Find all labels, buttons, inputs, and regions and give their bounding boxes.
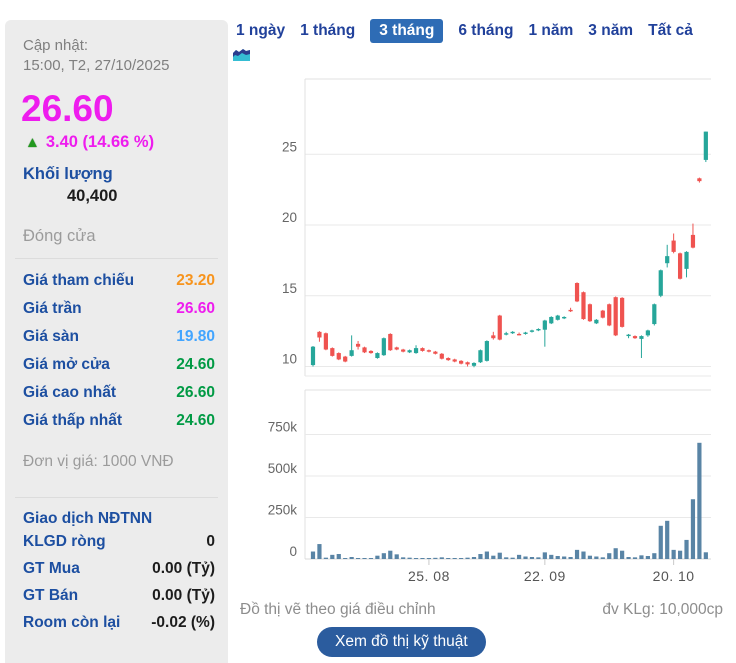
svg-text:750k: 750k bbox=[268, 420, 298, 435]
row-value: 0 bbox=[206, 532, 215, 550]
row-label: Giá trần bbox=[23, 300, 82, 317]
table-row: GT Bán 0.00 (Tỷ) bbox=[5, 582, 228, 609]
row-value: 24.60 bbox=[176, 412, 215, 429]
svg-text:25: 25 bbox=[282, 139, 297, 154]
price-info-table: Giá tham chiếu 23.20 Giá trần 26.60 Giá … bbox=[5, 267, 228, 435]
table-row: Giá mở cửa 24.60 bbox=[5, 351, 228, 379]
row-value: 0.00 (Tỷ) bbox=[152, 559, 215, 577]
table-row: GT Mua 0.00 (Tỷ) bbox=[5, 555, 228, 582]
row-value: 26.60 bbox=[176, 384, 215, 401]
row-value: 24.60 bbox=[176, 356, 215, 373]
foreign-trading-title: Giao dịch NĐTNN bbox=[23, 510, 153, 527]
svg-text:0: 0 bbox=[289, 544, 297, 559]
adjusted-price-note: Đồ thị vẽ theo giá điều chỉnh bbox=[240, 601, 436, 618]
table-row: Giá sàn 19.80 bbox=[5, 323, 228, 351]
row-label: KLGD ròng bbox=[23, 532, 106, 550]
row-label: Giá sàn bbox=[23, 328, 79, 345]
last-price: 26.60 bbox=[21, 88, 114, 129]
row-label: Giá tham chiếu bbox=[23, 272, 135, 289]
session-status: Đóng cửa bbox=[23, 227, 96, 245]
row-value: 26.60 bbox=[176, 300, 215, 317]
price-change: 3.40 (14.66 %) bbox=[45, 133, 155, 151]
divider bbox=[15, 258, 218, 259]
svg-text:22. 09: 22. 09 bbox=[524, 568, 566, 584]
tab-1-nam[interactable]: 1 năm bbox=[528, 21, 574, 39]
svg-text:20. 10: 20. 10 bbox=[653, 568, 695, 584]
svg-text:500k: 500k bbox=[268, 461, 298, 476]
svg-text:10: 10 bbox=[282, 352, 297, 367]
range-tabs: 1 ngày 1 tháng 3 tháng 6 tháng 1 năm 3 n… bbox=[236, 17, 693, 44]
volume-label: Khối lượng bbox=[23, 165, 113, 183]
volume-unit-note: đv KLg: 10,000cp bbox=[602, 601, 723, 618]
table-row: Giá cao nhất 26.60 bbox=[5, 379, 228, 407]
svg-text:15: 15 bbox=[282, 281, 297, 296]
divider bbox=[15, 497, 218, 498]
update-label: Cập nhật: bbox=[23, 37, 89, 54]
svg-text:20: 20 bbox=[282, 210, 297, 225]
row-label: GT Bán bbox=[23, 586, 79, 604]
table-row: KLGD ròng 0 bbox=[5, 528, 228, 555]
volume-value: 40,400 bbox=[67, 187, 118, 205]
row-value: 19.80 bbox=[176, 328, 215, 345]
tab-1-thang[interactable]: 1 tháng bbox=[300, 21, 356, 39]
row-label: Giá thấp nhất bbox=[23, 412, 123, 429]
quote-sidebar: Cập nhật: 15:00, T2, 27/10/2025 26.60 ▲ … bbox=[5, 20, 228, 663]
row-value: 23.20 bbox=[176, 272, 215, 289]
row-value: 0.00 (Tỷ) bbox=[152, 586, 215, 604]
foreign-trading-table: KLGD ròng 0 GT Mua 0.00 (Tỷ) GT Bán 0.00… bbox=[5, 528, 228, 636]
tab-6-thang[interactable]: 6 tháng bbox=[458, 21, 514, 39]
technical-chart-button[interactable]: Xem đồ thị kỹ thuật bbox=[317, 627, 486, 657]
row-label: Room còn lại bbox=[23, 613, 121, 631]
tab-1-ngay[interactable]: 1 ngày bbox=[236, 21, 286, 39]
table-row: Room còn lại -0.02 (%) bbox=[5, 609, 228, 636]
tab-tat-ca[interactable]: Tất cả bbox=[648, 21, 693, 39]
row-label: Giá cao nhất bbox=[23, 384, 117, 401]
row-label: Giá mở cửa bbox=[23, 356, 110, 373]
svg-text:250k: 250k bbox=[268, 503, 298, 518]
row-label: GT Mua bbox=[23, 559, 80, 577]
table-row: Giá trần 26.60 bbox=[5, 295, 228, 323]
area-chart-icon[interactable] bbox=[233, 46, 250, 61]
tab-3-nam[interactable]: 3 năm bbox=[588, 21, 634, 39]
price-volume-chart[interactable]: 10 15 20 25 0 250k 500k 750k 25. 08 22. 09 20. 10 bbox=[232, 70, 736, 590]
table-row: Giá thấp nhất 24.60 bbox=[5, 407, 228, 435]
tab-3-thang[interactable]: 3 tháng bbox=[370, 18, 444, 43]
price-unit-note: Đơn vị giá: 1000 VNĐ bbox=[23, 453, 174, 470]
table-row: Giá tham chiếu 23.20 bbox=[5, 267, 228, 295]
update-time: 15:00, T2, 27/10/2025 bbox=[23, 57, 170, 74]
svg-text:25. 08: 25. 08 bbox=[408, 568, 450, 584]
price-up-arrow-icon: ▲ bbox=[25, 134, 40, 151]
row-value: -0.02 (%) bbox=[151, 613, 215, 631]
